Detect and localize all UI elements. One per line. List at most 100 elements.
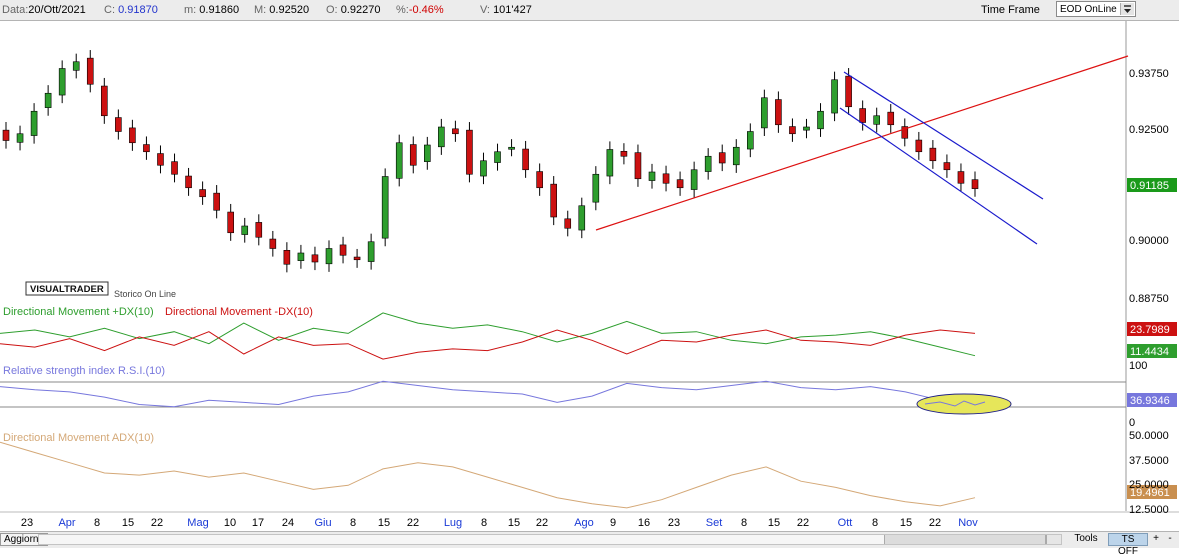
candle-body <box>775 99 782 126</box>
trendline-drawings[interactable] <box>595 55 1129 245</box>
max-label: M: <box>254 4 267 16</box>
candle-body <box>480 160 487 177</box>
time-tick-label: 16 <box>638 517 650 529</box>
time-tick-label: 15 <box>508 517 520 529</box>
scroll-right-arrow-icon[interactable] <box>1046 535 1061 544</box>
time-tick-label: 8 <box>350 517 356 529</box>
price-axis: 0.93750 0.92500 0.90000 0.88750 0.91185 <box>1127 68 1177 305</box>
time-tick-label: 23 <box>21 517 33 529</box>
date-label: Data: <box>2 4 29 16</box>
candle-body <box>732 146 740 166</box>
zoom-in-button[interactable]: + <box>1153 533 1159 544</box>
pct-field: %:-0.46% <box>396 4 444 16</box>
candle-body <box>269 238 277 249</box>
max-value: 0.92520 <box>269 4 310 16</box>
adx-tick-label: 50.0000 <box>1129 430 1169 442</box>
time-tick-label: Ott <box>838 517 853 529</box>
candle-body <box>578 205 586 231</box>
candle-body <box>339 244 347 256</box>
price-tick-label: 0.88750 <box>1129 293 1169 305</box>
candle-body <box>620 151 628 157</box>
chevron-down-icon[interactable] <box>1120 3 1134 15</box>
candle-body <box>971 179 979 189</box>
candle-body <box>831 79 838 114</box>
adx-tick-label: 37.5000 <box>1129 455 1169 467</box>
horizontal-scrollbar[interactable] <box>38 534 1062 545</box>
chevron-down-glyph <box>1124 5 1131 13</box>
candle-body <box>915 139 923 153</box>
date-field: Data:20/Ott/2021 <box>2 4 86 16</box>
candle-body <box>227 211 234 234</box>
candle-body <box>564 218 572 229</box>
rsi-title: Relative strength index R.S.I.(10) <box>3 365 165 377</box>
time-tick-label: 17 <box>252 517 264 529</box>
open-field: O: 0.92270 <box>326 4 380 16</box>
close-label: C: <box>104 4 115 16</box>
candle-body <box>16 133 24 143</box>
pct-value: -0.46% <box>408 4 444 16</box>
rsi-line <box>0 380 976 408</box>
logo-text: VISUALTRADER <box>30 284 104 295</box>
rsi-last-marker <box>1127 393 1177 407</box>
candle-body <box>157 153 164 166</box>
dmi-plus-last-marker <box>1127 344 1177 358</box>
rsi-highlight-ellipse <box>916 393 1012 415</box>
candle-body <box>311 254 319 263</box>
last-price-label: 0.91185 <box>1130 180 1169 192</box>
candle-body <box>550 183 557 218</box>
timeframe-select[interactable]: EOD OnLine <box>1056 1 1136 17</box>
timeframe-label: Time Frame <box>981 4 1040 16</box>
adx-lines <box>0 441 976 509</box>
candle-body <box>873 115 880 125</box>
rsi-lines <box>0 380 1012 415</box>
candle-body <box>438 126 445 148</box>
candle-body <box>508 146 515 150</box>
time-tick-label: 23 <box>668 517 680 529</box>
candle-body <box>901 126 909 139</box>
ts-toggle-button[interactable]: TS OFF <box>1108 533 1148 557</box>
time-tick-label: Set <box>706 517 723 529</box>
uptrend-line <box>595 55 1129 231</box>
candle-body <box>466 129 473 175</box>
rsi-last-value: 36.9346 <box>1130 395 1170 407</box>
toolbar: Data:20/Ott/2021 C: 0.91870 m: 0.91860 M… <box>0 0 1179 21</box>
dmi-lines <box>0 312 976 360</box>
min-label: m: <box>184 4 197 16</box>
candle-body <box>452 128 459 135</box>
dmi-plus-last-value: 11.4434 <box>1130 346 1169 358</box>
candle-body <box>704 155 712 172</box>
candle-body <box>747 131 754 150</box>
candle-body <box>185 175 192 189</box>
candle-body <box>129 127 136 144</box>
indicator-axis: 23.7989 11.4434 36.9346 19.4961 100 050.0000 3… <box>1127 322 1177 516</box>
dmi-minus-last-marker <box>1127 322 1177 336</box>
channel-lower-line <box>839 107 1038 245</box>
adx-line <box>0 441 976 509</box>
candle-body <box>143 144 150 153</box>
adx-last-marker <box>1127 485 1177 499</box>
time-tick-label: 24 <box>282 517 294 529</box>
candle-body <box>115 117 122 132</box>
candle-body <box>803 126 810 131</box>
scrollbar-thumb[interactable] <box>884 535 1046 544</box>
rsi-highlight-line <box>924 400 986 407</box>
candle-body <box>634 152 642 180</box>
candle-body <box>662 173 670 184</box>
last-price-marker <box>1127 178 1177 192</box>
time-tick-label: 22 <box>407 517 419 529</box>
candle-body <box>494 151 501 163</box>
volume-field: V: 101'427 <box>480 4 532 16</box>
time-tick-label: 15 <box>768 517 780 529</box>
candle-body <box>241 225 249 235</box>
zoom-out-button[interactable]: - <box>1168 533 1172 544</box>
candle-body <box>353 256 361 261</box>
candle-body <box>690 169 698 190</box>
time-tick-label: 22 <box>151 517 163 529</box>
time-tick-label: 22 <box>929 517 941 529</box>
candle-body <box>283 250 291 265</box>
time-tick-label: 15 <box>900 517 912 529</box>
candle-body <box>409 144 417 166</box>
chart-area[interactable]: 0.93750 0.92500 0.90000 0.88750 0.91185 VISU… <box>0 21 1179 531</box>
candle-body <box>86 57 94 85</box>
tools-button[interactable]: Tools <box>1074 533 1098 544</box>
